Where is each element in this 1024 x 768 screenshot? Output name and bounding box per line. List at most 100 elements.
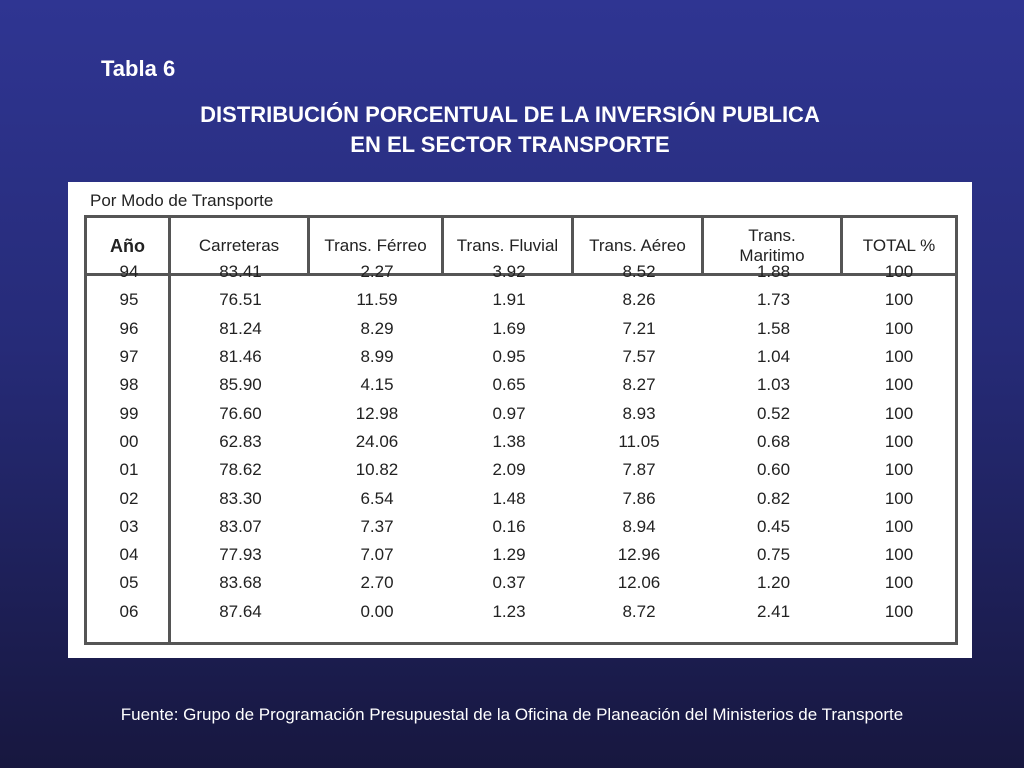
header-maritimo: Trans. Maritimo: [704, 218, 843, 273]
table-cell: 8.94: [622, 516, 656, 536]
table-cell: 11.59: [356, 290, 398, 310]
table-row: 06 87.64 0.00 1.23 8.72 2.41 100: [87, 598, 955, 626]
table-cell: 1.23: [492, 601, 526, 621]
table-cell: 7.57: [622, 347, 656, 367]
table-cell: 100: [884, 516, 914, 536]
header-carreteras: Carreteras: [171, 218, 310, 273]
table-cell: 83.68: [219, 573, 262, 593]
table-cell: 8.29: [360, 318, 394, 338]
data-table: Año Carreteras Trans. Férreo Trans. Fluv…: [84, 215, 958, 645]
slide-title: DISTRIBUCIÓN PORCENTUAL DE LA INVERSIÓN …: [100, 100, 920, 160]
table-cell: 100: [884, 573, 914, 593]
table-cell: 0.68: [756, 431, 791, 451]
table-row: 99 76.60 12.98 0.97 8.93 0.52 100: [87, 399, 955, 427]
table-cell: 0.60: [756, 460, 791, 480]
table-cell: 1.91: [492, 290, 526, 310]
table-cell: 0.52: [756, 403, 791, 423]
table-row: 94 83.41 2.27 3.92 8.52 1.88 100: [87, 258, 955, 286]
table-cell: 100: [884, 460, 914, 480]
table-cell: 2.70: [360, 573, 394, 593]
table-row: 98 85.90 4.15 0.65 8.27 1.03 100: [87, 371, 955, 399]
table-cell: 4.15: [360, 375, 394, 395]
table-cell: 7.86: [622, 488, 656, 508]
table-cell: 8.93: [622, 403, 656, 423]
table-cell: 81.24: [219, 318, 262, 338]
table-body: 94 83.41 2.27 3.92 8.52 1.88 100 95 76.51 11.59 1.…: [87, 258, 955, 626]
table-cell: 1.48: [492, 488, 526, 508]
table-cell: 2.41: [756, 601, 791, 621]
table-cell: 76.51: [219, 290, 262, 310]
table-cell: 8.52: [622, 262, 656, 282]
title-line-2: EN EL SECTOR TRANSPORTE: [350, 132, 670, 157]
table-cell: 83.30: [219, 488, 262, 508]
table-cell: 100: [884, 431, 914, 451]
table-label: Tabla 6: [101, 56, 176, 81]
table-cell: 2.27: [360, 262, 394, 282]
table-cell: 100: [884, 375, 914, 395]
table-cell: 1.69: [492, 318, 526, 338]
table-row: 96 81.24 8.29 1.69 7.21 1.58 100: [87, 315, 955, 343]
table-row: 95 76.51 11.59 1.91 8.26 1.73 100: [87, 286, 955, 314]
table-cell: 11.05: [618, 431, 660, 451]
header-total: TOTAL %: [862, 235, 936, 255]
table-cell: 97: [119, 347, 139, 367]
table-cell: 1.38: [492, 431, 526, 451]
table-cell: 96: [119, 318, 139, 338]
table-cell: 1.03: [756, 375, 791, 395]
table-cell: 01: [119, 460, 139, 480]
title-line-1: DISTRIBUCIÓN PORCENTUAL DE LA INVERSIÓN …: [200, 102, 820, 127]
table-cell: 0.95: [492, 347, 526, 367]
table-cell: 0.75: [756, 545, 791, 565]
table-row: 05 83.68 2.70 0.37 12.06 1.20 100: [87, 569, 955, 597]
table-cell: 1.20: [756, 573, 791, 593]
table-row: 97 81.46 8.99 0.95 7.57 1.04 100: [87, 343, 955, 371]
table-cell: 99: [119, 403, 139, 423]
table-cell: 1.73: [756, 290, 791, 310]
table-cell: 04: [119, 545, 139, 565]
table-row: 00 62.83 24.06 1.38 11.05 0.68 100: [87, 428, 955, 456]
table-cell: 1.88: [756, 262, 791, 282]
table-cell: 100: [884, 347, 914, 367]
table-cell: 7.07: [360, 545, 394, 565]
table-subtitle: Por Modo de Transporte: [90, 191, 274, 210]
table-cell: 0.65: [492, 375, 526, 395]
table-cell: 0.16: [492, 516, 526, 536]
table-cell: 0.82: [756, 488, 791, 508]
table-cell: 0.45: [756, 516, 791, 536]
table-cell: 03: [119, 516, 139, 536]
table-cell: 10.82: [355, 460, 399, 480]
table-cell: 77.93: [219, 545, 262, 565]
table-cell: 6.54: [360, 488, 394, 508]
table-cell: 8.99: [360, 347, 394, 367]
header-aereo: Trans. Aéreo: [574, 218, 704, 273]
table-cell: 24.06: [355, 431, 399, 451]
table-row: 03 83.07 7.37 0.16 8.94 0.45 100: [87, 513, 955, 541]
table-cell: 0.37: [492, 573, 526, 593]
table-row: 04 77.93 7.07 1.29 12.96 0.75 100: [87, 541, 955, 569]
table-cell: 85.90: [219, 375, 262, 395]
table-cell: 100: [884, 601, 914, 621]
table-cell: 2.09: [492, 460, 526, 480]
table-cell: 12.06: [617, 573, 661, 593]
table-cell: 95: [119, 290, 139, 310]
table-cell: 8.72: [622, 601, 656, 621]
table-row: 01 78.62 10.82 2.09 7.87 0.60 100: [87, 456, 955, 484]
table-cell: 7.37: [360, 516, 394, 536]
source-note: Fuente: Grupo de Programación Presupuest…: [120, 705, 904, 724]
table-cell: 3.92: [492, 262, 526, 282]
table-cell: 7.87: [622, 460, 656, 480]
table-cell: 98: [119, 375, 139, 395]
table-cell: 94: [119, 262, 139, 282]
table-panel: Por Modo de Transporte Año Carreteras Tr…: [68, 182, 972, 658]
table-cell: 83.41: [219, 262, 262, 282]
table-cell: 12.98: [355, 403, 399, 423]
table-cell: 7.21: [622, 318, 656, 338]
table-cell: 100: [884, 545, 914, 565]
table-cell: 100: [884, 403, 914, 423]
header-ferreo: Trans. Férreo: [310, 218, 444, 273]
table-cell: 76.60: [219, 403, 262, 423]
table-cell: 0.97: [492, 403, 526, 423]
table-column-rules: [87, 276, 955, 642]
table-cell: 78.62: [219, 460, 262, 480]
table-cell: 05: [119, 573, 139, 593]
